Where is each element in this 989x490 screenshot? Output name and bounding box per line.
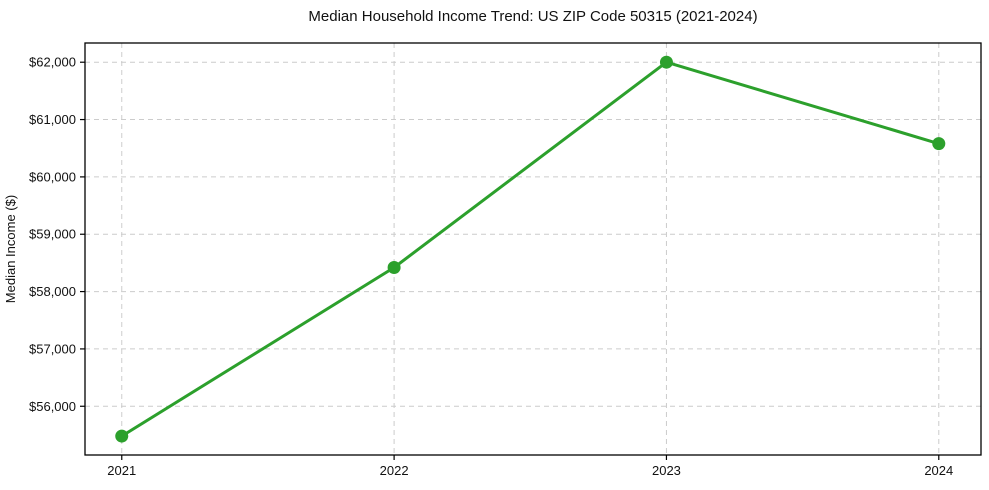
tick-layer: $56,000 $57,000 $58,000 $59,000 $60,000 $61,0…	[29, 55, 953, 478]
y-tick-label: $58,000	[29, 284, 76, 299]
data-point-marker	[659, 55, 673, 69]
y-tick-label: $61,000	[29, 112, 76, 127]
x-tick-label: 2022	[380, 463, 409, 478]
x-tick-label: 2024	[924, 463, 953, 478]
y-tick-label: $56,000	[29, 399, 76, 414]
series-layer	[115, 55, 946, 443]
y-axis-label: Median Income ($)	[3, 195, 18, 303]
plot-border	[84, 42, 982, 456]
x-tick-label: 2023	[652, 463, 681, 478]
data-point-marker	[932, 137, 946, 151]
data-point-marker	[387, 260, 401, 274]
y-tick-label: $60,000	[29, 169, 76, 184]
grid-layer	[85, 43, 981, 455]
data-line	[120, 60, 941, 438]
x-tick-label: 2021	[107, 463, 136, 478]
y-tick-label: $62,000	[29, 55, 76, 70]
y-tick-label: $57,000	[29, 341, 76, 356]
y-tick-label: $59,000	[29, 227, 76, 242]
chart-title: Median Household Income Trend: US ZIP Co…	[308, 8, 757, 25]
data-point-marker	[115, 429, 129, 443]
